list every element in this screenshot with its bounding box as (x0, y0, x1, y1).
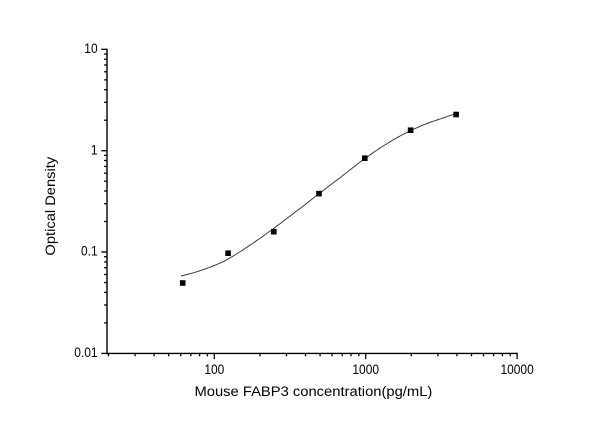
svg-text:10: 10 (84, 40, 97, 56)
svg-text:1: 1 (91, 141, 98, 157)
svg-text:0.01: 0.01 (74, 344, 97, 360)
svg-text:0.1: 0.1 (81, 243, 98, 259)
svg-text:Mouse FABP3 concentration(pg/m: Mouse FABP3 concentration(pg/mL) (194, 384, 432, 400)
svg-text:100: 100 (204, 361, 224, 377)
svg-text:1000: 1000 (352, 361, 379, 377)
svg-text:10000: 10000 (500, 361, 533, 377)
svg-text:Optical Density: Optical Density (43, 156, 59, 256)
